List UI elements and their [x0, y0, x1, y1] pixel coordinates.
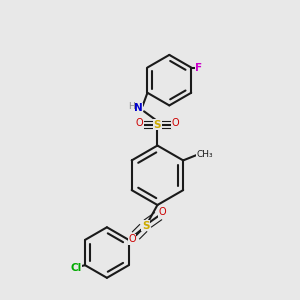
Text: O: O: [136, 118, 143, 128]
Text: F: F: [195, 62, 202, 73]
Text: O: O: [128, 234, 136, 244]
Text: O: O: [172, 118, 179, 128]
Text: CH₃: CH₃: [196, 150, 213, 159]
Text: Cl: Cl: [70, 263, 82, 273]
Text: S: S: [142, 221, 149, 231]
Text: H: H: [128, 102, 135, 111]
Text: N: N: [134, 103, 142, 113]
Text: S: S: [154, 120, 161, 130]
Text: O: O: [158, 207, 166, 218]
